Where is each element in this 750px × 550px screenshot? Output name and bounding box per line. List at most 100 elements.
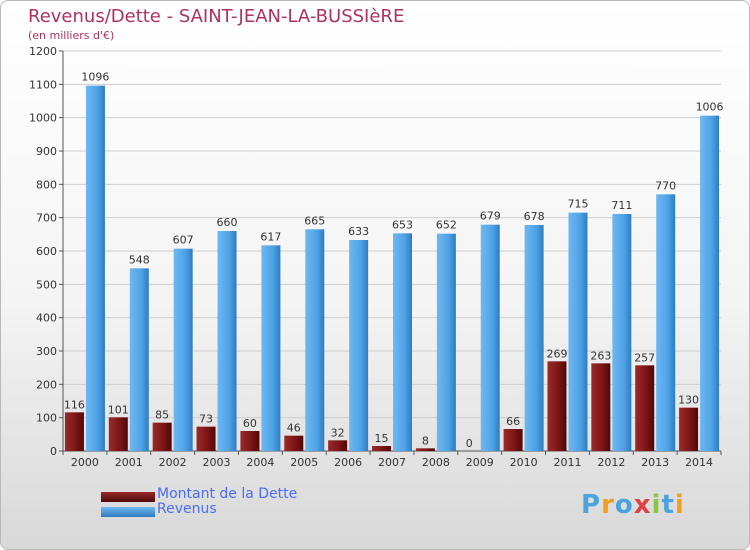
y-tick-label: 1100: [29, 78, 57, 91]
data-label-dette: 0: [466, 437, 473, 450]
bar-dette: [240, 431, 260, 451]
bar-dette: [591, 363, 611, 451]
chart-subtitle: (en milliers d'€): [28, 29, 115, 42]
logo-letter: o: [614, 490, 634, 520]
data-label-revenus: 679: [480, 210, 501, 223]
x-tick-label: 2003: [203, 456, 231, 469]
data-label-revenus: 653: [392, 218, 413, 231]
legend-swatch-revenus: [101, 507, 155, 517]
data-label-revenus: 770: [655, 179, 676, 192]
data-label-revenus: 660: [217, 216, 238, 229]
x-tick-label: 2005: [290, 456, 318, 469]
data-label-dette: 15: [375, 432, 389, 445]
bar-revenus: [393, 233, 412, 451]
y-tick-label: 800: [36, 178, 57, 191]
x-tick-label: 2007: [378, 456, 406, 469]
bar-dette: [372, 446, 391, 451]
logo-letter: i: [674, 490, 685, 520]
data-label-dette: 257: [634, 351, 655, 364]
y-tick-label: 900: [36, 145, 57, 158]
data-label-revenus: 715: [567, 198, 588, 211]
legend-label-dette: Montant de la Dette: [157, 486, 298, 502]
bar-dette: [547, 361, 567, 451]
bar-revenus: [656, 194, 676, 452]
data-label-revenus: 548: [129, 253, 150, 266]
legend-label-revenus: Revenus: [157, 501, 217, 517]
x-tick-label: 2013: [641, 456, 669, 469]
data-label-revenus: 652: [436, 219, 457, 232]
bar-revenus: [349, 240, 369, 451]
data-label-dette: 101: [108, 403, 129, 416]
data-label-dette: 73: [199, 413, 213, 426]
bar-dette: [284, 435, 304, 451]
bar-revenus: [480, 224, 500, 451]
y-tick-label: 500: [36, 278, 57, 291]
x-tick-label: 2008: [422, 456, 450, 469]
x-tick-label: 2002: [159, 456, 187, 469]
bar-revenus: [217, 231, 237, 451]
y-tick-label: 700: [36, 212, 57, 225]
legend-swatch-dette: [101, 492, 155, 502]
data-label-revenus: 1006: [696, 101, 724, 114]
y-tick-label: 300: [36, 345, 57, 358]
logo-letter: x: [633, 490, 652, 520]
bar-revenus: [700, 115, 720, 452]
bars: [64, 85, 720, 452]
x-tick-label: 2006: [334, 456, 362, 469]
bar-dette: [108, 417, 128, 451]
data-label-dette: 8: [422, 434, 429, 447]
x-tick-label: 2014: [685, 456, 713, 469]
x-tick-label: 2009: [466, 456, 494, 469]
data-label-dette: 85: [155, 409, 169, 422]
data-label-revenus: 1096: [81, 71, 109, 84]
x-tick-label: 2001: [115, 456, 143, 469]
data-label-dette: 46: [287, 422, 301, 435]
bar-revenus: [524, 225, 544, 451]
bar-dette: [152, 422, 172, 451]
bar-dette: [328, 440, 348, 451]
y-tick-label: 200: [36, 378, 57, 391]
proxiti-logo: Proxiti: [581, 490, 685, 520]
data-label-revenus: 665: [304, 214, 325, 227]
data-label-dette: 130: [678, 394, 699, 407]
data-label-dette: 116: [64, 398, 85, 411]
data-label-dette: 32: [331, 426, 345, 439]
y-tick-label: 0: [50, 445, 57, 458]
x-tick-label: 2000: [71, 456, 99, 469]
bar-dette: [503, 429, 523, 451]
bar-dette: [635, 365, 655, 451]
bar-revenus: [85, 85, 105, 452]
data-label-revenus: 607: [173, 234, 194, 247]
y-tick-label: 600: [36, 245, 57, 258]
chart-title: Revenus/Dette - SAINT-JEAN-LA-BUSSIèRE: [28, 6, 405, 27]
y-tick-label: 400: [36, 312, 57, 325]
x-tick-label: 2011: [553, 456, 581, 469]
logo-letter: r: [601, 490, 615, 520]
bar-revenus: [305, 229, 325, 451]
bar-dette: [679, 407, 699, 451]
data-label-dette: 263: [590, 349, 611, 362]
logo-letter: i: [651, 490, 662, 520]
data-label-revenus: 617: [260, 230, 281, 243]
bar-dette: [64, 412, 84, 451]
data-label-revenus: 678: [524, 210, 545, 223]
data-label-revenus: 711: [611, 199, 632, 212]
y-tick-label: 1200: [29, 45, 57, 58]
bar-revenus: [261, 245, 281, 451]
data-label-dette: 66: [506, 415, 520, 428]
bar-dette: [196, 426, 216, 451]
axes: 0100200300400500600700800900100011001200…: [29, 45, 722, 469]
data-label-revenus: 633: [348, 225, 369, 238]
data-label-dette: 269: [546, 347, 567, 360]
y-tick-label: 1000: [29, 112, 57, 125]
x-tick-label: 2010: [510, 456, 538, 469]
logo-letter: P: [581, 490, 602, 520]
bar-dette: [415, 448, 435, 451]
bar-revenus: [436, 233, 456, 451]
grid-lines: [63, 50, 721, 452]
x-tick-label: 2004: [246, 456, 274, 469]
data-label-dette: 60: [243, 417, 257, 430]
bar-revenus: [173, 248, 193, 451]
bar-revenus: [612, 214, 632, 451]
